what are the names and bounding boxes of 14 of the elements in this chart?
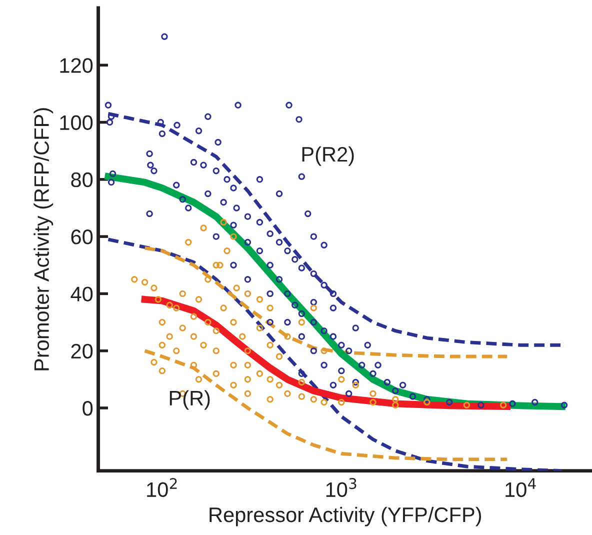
x-axis-title: Repressor Activity (YFP/CFP) <box>210 506 482 526</box>
annotation: P(R2) <box>302 146 354 166</box>
y-tick-label: 0 <box>82 400 93 416</box>
x-tick-label: 10$^{4}$ <box>506 478 536 498</box>
y-axis-title: Promoter Activity (RFP/CFP) <box>34 108 54 370</box>
y-tick-label: 40 <box>70 286 93 302</box>
x-tick-label: 10$^{3}$ <box>326 478 356 498</box>
y-tick-label: 60 <box>71 230 93 244</box>
annotation: P(R) <box>170 390 210 410</box>
x-tick-label: 10$^{2}$ <box>147 478 177 498</box>
y-tick-label: 100 <box>60 115 93 130</box>
y-tick-label: 80 <box>71 172 93 188</box>
y-tick-label: 20 <box>71 344 93 359</box>
y-tick-label: 120 <box>60 58 93 73</box>
